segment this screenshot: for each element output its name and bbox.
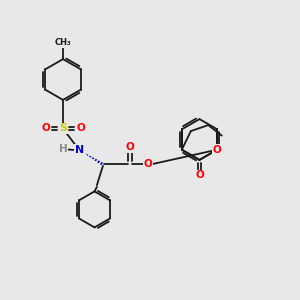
- Text: CH₃: CH₃: [55, 38, 71, 47]
- Text: O: O: [195, 170, 204, 181]
- Text: O: O: [143, 159, 152, 170]
- Text: O: O: [41, 123, 50, 134]
- Text: O: O: [76, 123, 85, 134]
- Text: S: S: [59, 123, 67, 134]
- Text: H: H: [58, 144, 68, 154]
- Text: O: O: [125, 142, 134, 152]
- Text: N: N: [75, 145, 84, 155]
- Text: O: O: [213, 145, 221, 155]
